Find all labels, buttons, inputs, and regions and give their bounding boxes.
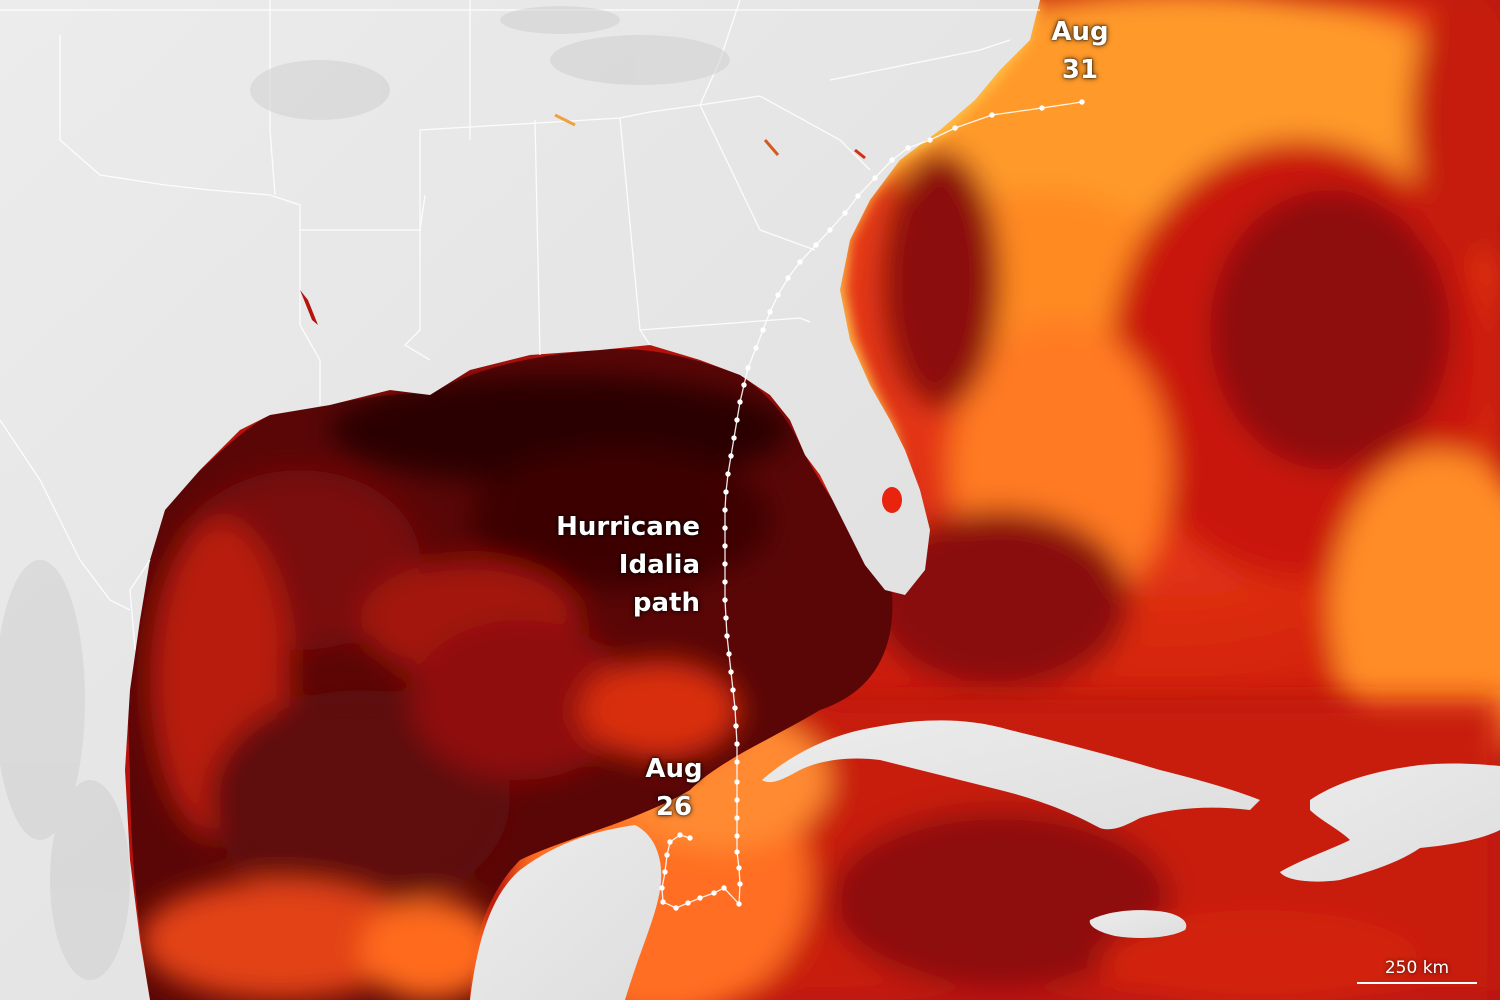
track-point [722, 579, 728, 585]
track-point [659, 885, 665, 891]
track-point [736, 865, 742, 871]
hurricane-track [659, 99, 1085, 911]
path-label-line-3: path [632, 588, 700, 618]
end-date-month: Aug [1051, 17, 1109, 47]
track-point [734, 417, 740, 423]
track-point [660, 899, 666, 905]
track-point [827, 227, 833, 233]
track-point [730, 687, 736, 693]
start-date-label: Aug 26 [634, 750, 714, 826]
atlantic-temperature-field [820, 0, 1500, 770]
track-point [734, 741, 740, 747]
track-point [753, 345, 759, 351]
track-point [724, 633, 730, 639]
cuba [762, 720, 1260, 830]
gulf-temperature-field [128, 349, 893, 1000]
track-point [855, 193, 861, 199]
track-point [775, 292, 781, 298]
track-point [1079, 99, 1085, 105]
track-point [723, 489, 729, 495]
track-point [927, 137, 933, 143]
track-point [905, 145, 911, 151]
track-point [797, 259, 803, 265]
track-point [737, 399, 743, 405]
track-point [711, 890, 717, 896]
track-point [734, 759, 740, 765]
track-point [737, 881, 743, 887]
track-point [667, 839, 673, 845]
track-point [989, 112, 995, 118]
path-label-line-2: Idalia [618, 550, 700, 580]
track-point [952, 125, 958, 131]
track-point [722, 597, 728, 603]
track-point [723, 615, 729, 621]
track-point [673, 905, 679, 911]
track-point [728, 453, 734, 459]
path-label-line-1: Hurricane [556, 512, 700, 542]
track-point [813, 242, 819, 248]
track-point [734, 797, 740, 803]
track-point [734, 849, 740, 855]
track-point [722, 525, 728, 531]
track-point [722, 507, 728, 513]
track-point [662, 869, 668, 875]
track-point [732, 705, 738, 711]
track-point [872, 175, 878, 181]
track-point [731, 435, 737, 441]
track-point [741, 382, 747, 388]
track-point [697, 895, 703, 901]
track-point [736, 901, 742, 907]
track-point [728, 669, 734, 675]
hispaniola [1280, 763, 1500, 882]
track-point [721, 885, 727, 891]
track-point [734, 833, 740, 839]
track-point [722, 543, 728, 549]
track-point [889, 157, 895, 163]
track-point [685, 900, 691, 906]
track-point [722, 561, 728, 567]
track-point [1039, 105, 1045, 111]
terrain-texture [0, 6, 730, 980]
start-date-month: Aug [645, 754, 703, 784]
track-point [733, 723, 739, 729]
track-point [726, 651, 732, 657]
track-point [785, 275, 791, 281]
scale-bar: 250 km [1357, 958, 1477, 984]
track-point [687, 835, 693, 841]
scale-bar-line [1357, 982, 1477, 984]
track-point [677, 832, 683, 838]
end-date-day: 31 [1061, 55, 1099, 85]
hurricane-path-label: Hurricane Idalia path [545, 508, 700, 622]
end-date-label: Aug 31 [1040, 13, 1120, 89]
track-point [734, 779, 740, 785]
jamaica [1089, 910, 1187, 938]
scale-bar-label: 250 km [1384, 958, 1450, 978]
track-point [725, 471, 731, 477]
track-point [664, 852, 670, 858]
track-point [842, 210, 848, 216]
track-point [734, 815, 740, 821]
track-point [745, 365, 751, 371]
yucatan-peninsula [470, 825, 662, 1000]
track-point [760, 327, 766, 333]
start-date-day: 26 [655, 792, 693, 822]
inland-water [300, 113, 902, 513]
track-point [767, 309, 773, 315]
north-america-landmass [0, 0, 1040, 1000]
